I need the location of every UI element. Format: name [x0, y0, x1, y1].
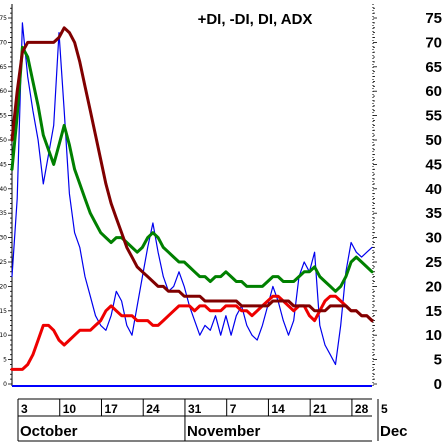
series-lines	[10, 22, 374, 387]
x-tick-label: 28	[355, 402, 369, 416]
right-y-tick-label: 60	[425, 83, 442, 100]
left-y-tick-label: 75	[0, 15, 7, 22]
x-tick-label: 7	[230, 402, 237, 416]
right-y-tick-label: 75	[425, 10, 442, 27]
left-y-tick-label: 35	[0, 210, 7, 217]
left-y-tick-label: 30	[0, 235, 7, 242]
left-y-tick-label: 20	[0, 283, 7, 290]
left-y-tick-label: 65	[0, 64, 7, 71]
right-y-tick-label: 65	[425, 59, 442, 76]
left-y-tick-label: 45	[0, 161, 7, 168]
left-y-tick-label: 15	[0, 308, 7, 315]
red-line	[10, 294, 374, 371]
right-y-tick-label: 50	[425, 132, 442, 149]
x-tick-label: 10	[63, 402, 77, 416]
chart-title: +DI, -DI, DI, ADX	[198, 11, 313, 28]
right-y-axis: 0 5 10 15 20 25 30 35 40 45 50 55 60 65 70 75	[372, 4, 442, 393]
right-y-tick-label: 45	[425, 156, 442, 173]
month-label: November	[187, 423, 261, 440]
x-tick-label: 14	[271, 402, 285, 416]
right-y-tick-label: 35	[425, 205, 442, 222]
x-tick-label: 31	[188, 402, 202, 416]
right-y-tick-label: 15	[425, 303, 442, 320]
right-y-tick-label: 30	[425, 230, 442, 247]
left-y-tick-label: 55	[0, 113, 7, 120]
left-y-tick-label: 0	[3, 381, 7, 388]
month-label: October	[20, 423, 78, 440]
right-y-tick-label: 25	[425, 254, 442, 271]
maroon-line	[10, 26, 374, 323]
x-tick-label: 3	[21, 402, 28, 416]
right-y-tick-label: 20	[425, 278, 442, 295]
left-y-tick-label: 25	[0, 259, 7, 266]
x-tick-label: 21	[313, 402, 327, 416]
left-y-tick-label: 10	[0, 332, 7, 339]
blue-line	[11, 22, 373, 366]
x-tick-label: 24	[146, 402, 160, 416]
x-tick-label: 17	[104, 402, 118, 416]
left-y-tick-label: 40	[0, 186, 7, 193]
x-tick-label: 5	[381, 402, 388, 416]
green-line	[10, 45, 374, 293]
left-y-tick-label: 50	[0, 137, 7, 144]
left-y-tick-label: 70	[0, 39, 7, 46]
right-y-tick-label: 55	[425, 108, 442, 125]
month-label: Dec	[380, 423, 408, 440]
right-y-tick-label: 40	[425, 181, 442, 198]
left-y-tick-label: 60	[0, 88, 7, 95]
left-y-tick-label: 5	[3, 357, 7, 364]
x-axis: 3 10 17 24 31 7 14 21 28 5 October November Dec	[17, 398, 408, 442]
right-y-tick-label: 10	[425, 327, 442, 344]
left-y-axis: 0 5 10 15 20 25 30 35 40 45 50 55 60 65 70 75	[0, 4, 13, 388]
right-y-tick-label: 0	[434, 376, 442, 393]
right-y-tick-label: 70	[425, 34, 442, 51]
right-y-tick-label: 5	[434, 352, 442, 369]
